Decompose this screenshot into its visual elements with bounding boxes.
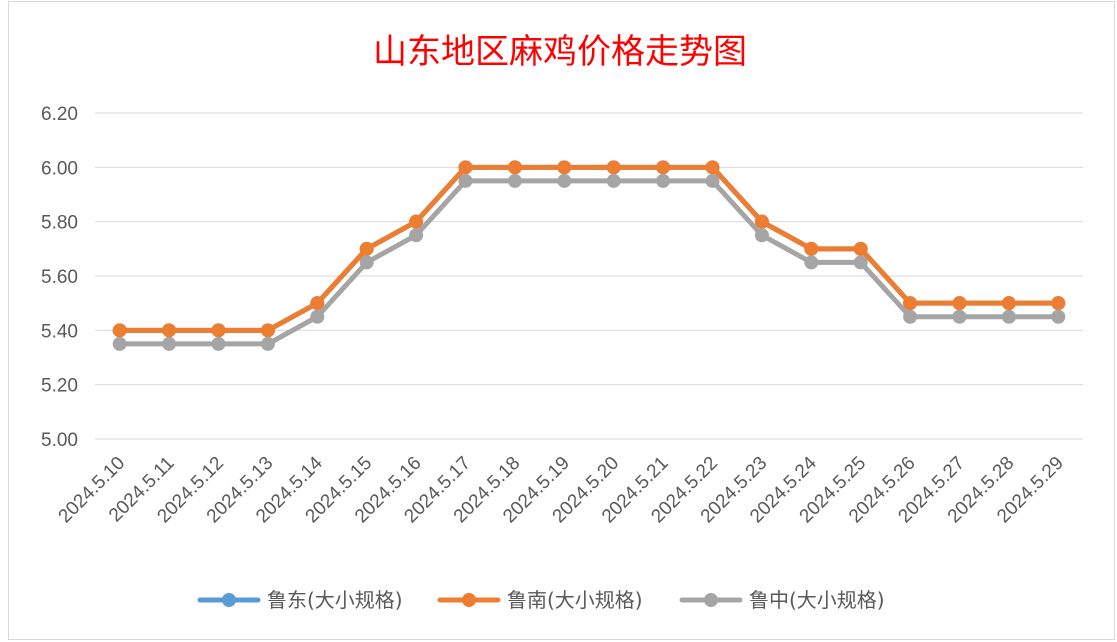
series-1 — [112, 160, 1066, 338]
data-point — [260, 323, 275, 338]
data-point — [557, 160, 572, 175]
y-axis-ticks: 5.00 5.20 5.40 5.60 5.80 6.00 6.20 — [41, 104, 78, 451]
series-layer — [112, 160, 1066, 351]
legend-swatch-marker — [462, 593, 476, 607]
data-point — [112, 336, 127, 351]
y-tick-label: 5.40 — [41, 321, 78, 342]
y-tick-label: 5.20 — [41, 376, 78, 397]
y-tick-label: 6.00 — [41, 158, 78, 179]
legend-label: 鲁中(大小规格) — [749, 588, 885, 612]
data-point — [310, 296, 325, 311]
data-point — [458, 160, 473, 175]
y-tick-label: 5.00 — [41, 430, 78, 451]
chart-border — [8, 1, 1115, 640]
legend-item-1: 鲁南(大小规格) — [437, 588, 643, 612]
data-point — [853, 241, 868, 256]
chart-title: 山东地区麻鸡价格走势图 — [373, 32, 747, 72]
data-point — [162, 336, 177, 351]
legend-swatch-marker — [222, 593, 236, 607]
data-point — [952, 296, 967, 311]
data-point — [557, 173, 572, 188]
y-tick-label: 5.60 — [41, 267, 78, 288]
data-point — [705, 160, 720, 175]
legend-swatch-marker — [704, 593, 718, 607]
data-point — [211, 323, 226, 338]
legend-item-2: 鲁中(大小规格) — [679, 588, 885, 612]
y-tick-label: 6.20 — [41, 104, 78, 125]
data-point — [507, 160, 522, 175]
data-point — [754, 228, 769, 243]
data-point — [903, 296, 918, 311]
series-line — [117, 164, 1061, 333]
data-point — [1001, 296, 1016, 311]
data-point — [162, 323, 177, 338]
data-point — [458, 173, 473, 188]
legend-label: 鲁东(大小规格) — [267, 588, 403, 612]
data-point — [804, 241, 819, 256]
data-point — [211, 336, 226, 351]
data-point — [754, 214, 769, 229]
data-point — [606, 160, 621, 175]
y-tick-label: 5.80 — [41, 213, 78, 234]
legend-item-0: 鲁东(大小规格) — [197, 588, 403, 612]
legend: 鲁东(大小规格) 鲁南(大小规格) 鲁中(大小规格) — [197, 588, 885, 612]
data-point — [656, 160, 671, 175]
data-point — [1051, 309, 1066, 324]
data-point — [656, 173, 671, 188]
data-point — [952, 309, 967, 324]
data-point — [260, 336, 275, 351]
data-point — [853, 255, 868, 270]
series-line — [117, 178, 1061, 347]
data-point — [705, 173, 720, 188]
data-point — [903, 309, 918, 324]
data-point — [606, 173, 621, 188]
data-point — [409, 214, 424, 229]
data-point — [1001, 309, 1016, 324]
legend-label: 鲁南(大小规格) — [507, 588, 643, 612]
data-point — [359, 255, 374, 270]
data-point — [359, 241, 374, 256]
data-point — [409, 228, 424, 243]
data-point — [804, 255, 819, 270]
series-2 — [112, 173, 1066, 351]
data-point — [507, 173, 522, 188]
data-point — [310, 309, 325, 324]
data-point — [1051, 296, 1066, 311]
data-point — [112, 323, 127, 338]
